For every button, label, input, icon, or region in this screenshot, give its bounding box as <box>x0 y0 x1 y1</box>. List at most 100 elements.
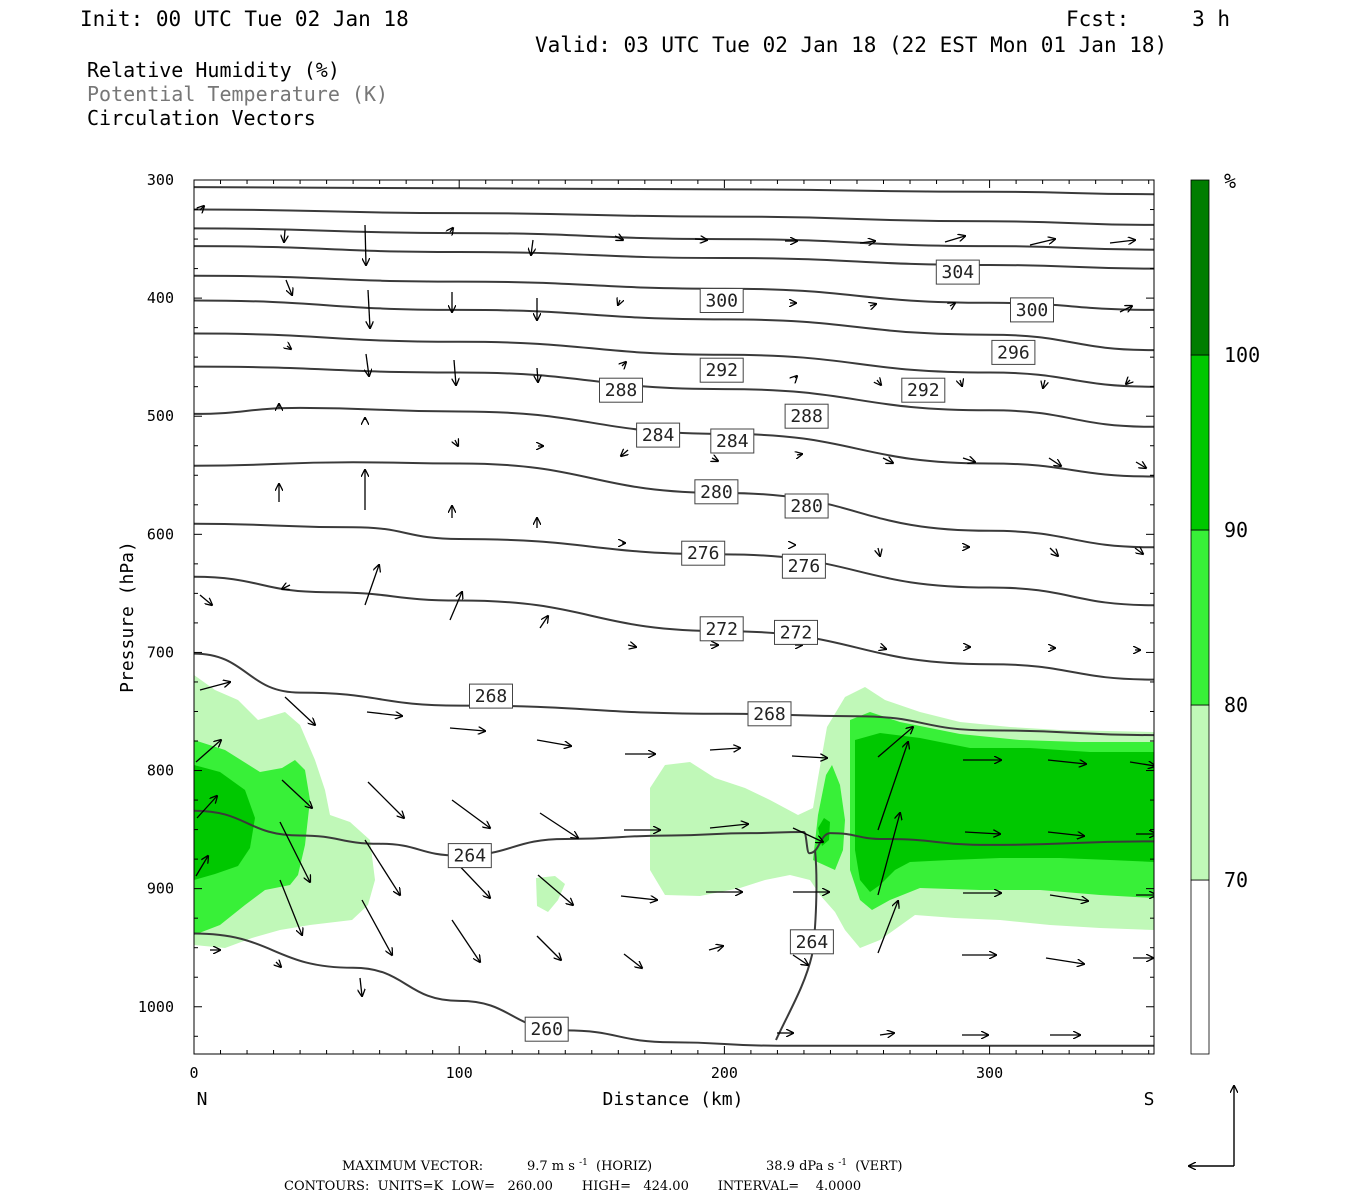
vector-arrow <box>539 812 578 838</box>
vector-arrow <box>449 592 462 621</box>
legend-rh: Relative Humidity (%) <box>87 58 340 82</box>
plot-frame <box>193 179 1155 1055</box>
theta-label-268: 268 <box>753 704 786 725</box>
vector-arrow <box>455 440 458 446</box>
vector-arrow <box>708 946 723 950</box>
theta-line-256K <box>194 932 1154 1047</box>
theta-label-box <box>681 540 726 566</box>
theta-label-box <box>781 553 826 579</box>
vector-arrow <box>623 953 642 968</box>
theta-label-box <box>699 616 744 642</box>
vector-arrow <box>536 739 571 746</box>
theta-line-268K <box>194 575 1154 681</box>
vector-arrow <box>360 977 362 996</box>
vector-arrow <box>536 935 561 960</box>
theta-label-box <box>469 683 513 709</box>
vector-arrow <box>944 236 965 243</box>
vector-arrow <box>1048 457 1061 466</box>
vector-arrow <box>1043 379 1045 388</box>
theta-label-300: 300 <box>705 291 738 312</box>
vector-arrow <box>882 458 893 463</box>
colorbar-label-80: 80 <box>1224 693 1248 717</box>
theta-line-264K <box>194 652 1154 737</box>
vector-arrow <box>199 682 230 691</box>
vector-arrow <box>618 300 620 305</box>
theta-line-292K <box>194 299 1154 352</box>
vector-arrow <box>879 1033 894 1035</box>
theta-label-264: 264 <box>454 846 487 867</box>
vector-arrow <box>960 380 962 386</box>
vector-arrow <box>797 454 802 455</box>
vector-arrow <box>282 585 291 589</box>
forecast-hour: 3 h <box>1192 7 1230 31</box>
vector-arrow <box>367 781 404 818</box>
vector-arrow <box>870 304 876 306</box>
vector-arrow <box>1047 760 1086 764</box>
y-tick-700: 700 <box>147 643 174 661</box>
vector-arrow <box>279 821 310 882</box>
theta-label-box <box>901 377 946 403</box>
vector-arrow <box>276 962 281 967</box>
vector-arrow <box>199 594 212 605</box>
theta-label-272: 272 <box>780 622 813 643</box>
x-tick-300: 300 <box>976 1064 1003 1082</box>
vector-arrow <box>1049 547 1058 556</box>
vector-arrow <box>365 224 366 265</box>
vector-arrow <box>1119 306 1132 312</box>
theta-label-box <box>699 288 744 313</box>
vector-arrow <box>792 827 823 842</box>
vector-arrow <box>451 919 480 962</box>
vector-arrow <box>880 647 886 649</box>
vector-arrow <box>709 748 740 750</box>
vector-arrow <box>1049 894 1088 901</box>
vector-arrow <box>1134 548 1143 554</box>
vector-arrow <box>877 813 900 896</box>
vector-arrow <box>709 824 748 828</box>
vector-arrow <box>454 359 456 385</box>
theta-label-300: 300 <box>1016 300 1049 321</box>
theta-label-264: 264 <box>796 932 829 953</box>
init-time: Init: 00 UTC Tue 02 Jan 18 <box>80 7 409 31</box>
y-tick-800: 800 <box>147 762 174 780</box>
vector-arrow <box>620 896 657 900</box>
y-tick-1000: 1000 <box>138 998 174 1016</box>
theta-label-box <box>784 403 829 429</box>
vector-arrow <box>364 839 400 895</box>
north-label: N <box>197 1089 208 1110</box>
legend-vectors: Circulation Vectors <box>87 106 316 130</box>
vector-arrow <box>1029 239 1055 246</box>
y-tick-600: 600 <box>147 525 174 543</box>
theta-label-288: 288 <box>605 380 638 401</box>
y-tick-500: 500 <box>147 407 174 425</box>
theta-line-300K <box>194 227 1154 251</box>
x-axis-label: Distance (km) <box>603 1089 744 1110</box>
theta-line-260K <box>194 809 1154 857</box>
theta-label-box <box>447 843 492 869</box>
theta-label-box <box>524 1016 569 1042</box>
vector-arrow <box>449 728 485 731</box>
y-tick-900: 900 <box>147 880 174 898</box>
theta-label-272: 272 <box>705 619 738 640</box>
vector-arrow <box>279 879 302 935</box>
x-tick-0: 0 <box>189 1064 198 1082</box>
valid-time: Valid: 03 UTC Tue 02 Jan 18 (22 EST Mon … <box>535 33 1167 57</box>
vector-arrow <box>450 228 453 232</box>
theta-label-292: 292 <box>705 360 738 381</box>
theta-label-304: 304 <box>942 262 975 283</box>
vector-arrow <box>622 362 626 366</box>
theta-label-box <box>774 619 818 645</box>
theta-labels: 304 300 300 296 292 292 288 288 284 284 280 280 276 2… <box>447 259 1054 1042</box>
theta-label-284: 284 <box>716 431 749 452</box>
vector-arrow <box>196 796 217 819</box>
colorbar-band-4 <box>1190 354 1210 531</box>
rh-shading <box>194 675 1154 948</box>
theta-label-292: 292 <box>907 380 940 401</box>
theta-line-284K <box>194 365 1154 428</box>
vector-arrow <box>964 832 1000 834</box>
theta-label-box <box>694 479 739 505</box>
vector-arrow <box>366 712 402 716</box>
vector-arrow <box>877 742 908 831</box>
theta-label-280: 280 <box>790 496 823 517</box>
theta-label-276: 276 <box>687 543 720 564</box>
vector-arrow <box>1126 380 1130 384</box>
